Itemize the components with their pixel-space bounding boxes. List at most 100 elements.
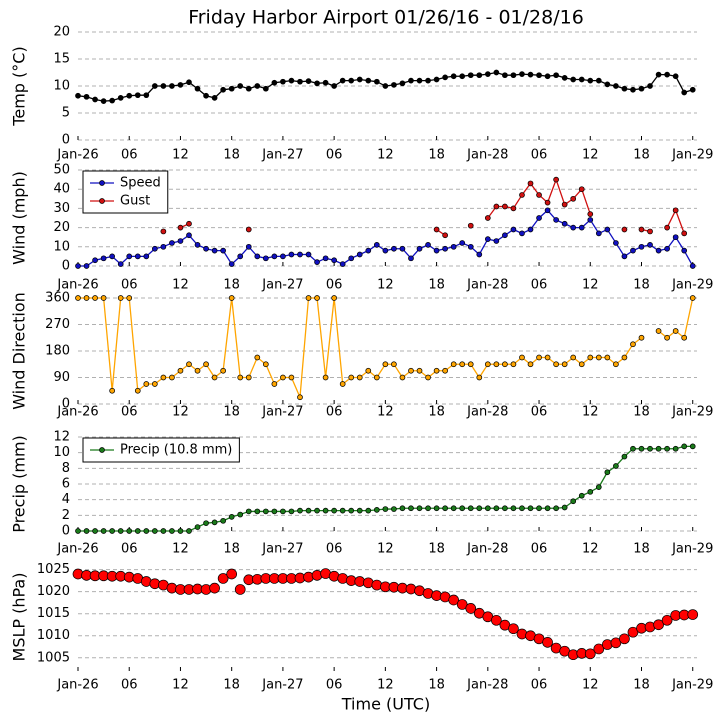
data-point xyxy=(160,228,167,235)
data-point xyxy=(331,295,337,301)
data-point xyxy=(544,505,551,512)
data-point xyxy=(630,247,636,254)
data-point xyxy=(493,238,500,244)
data-point xyxy=(459,240,466,246)
data-point xyxy=(450,243,457,250)
x-tick-label: 12 xyxy=(582,148,599,163)
data-point xyxy=(425,374,431,381)
data-point xyxy=(92,295,98,301)
data-point xyxy=(433,247,440,254)
data-point xyxy=(100,98,107,104)
data-point xyxy=(613,83,619,89)
data-point xyxy=(365,247,372,254)
data-point xyxy=(169,528,175,534)
x-tick-label: 18 xyxy=(223,542,240,557)
data-point xyxy=(228,295,235,301)
data-point xyxy=(613,361,619,368)
x-tick-label: 12 xyxy=(377,678,394,693)
y-tick-label: 10 xyxy=(53,445,70,460)
data-point xyxy=(681,443,688,450)
legend-marker xyxy=(99,180,105,186)
data-point xyxy=(553,176,559,183)
data-point xyxy=(527,505,534,512)
data-point xyxy=(322,507,329,514)
data-point xyxy=(160,528,167,534)
y-tick-label: 20 xyxy=(53,25,70,40)
data-point xyxy=(288,77,295,84)
data-point xyxy=(661,614,673,626)
data-point xyxy=(604,226,611,233)
data-point xyxy=(467,505,474,512)
y-axis-label: Wind (mph) xyxy=(10,171,29,265)
y-tick-label: 6 xyxy=(62,477,70,492)
data-point xyxy=(220,247,226,254)
data-point xyxy=(570,224,577,231)
data-point xyxy=(194,524,201,530)
y-axis-label: Precip (mm) xyxy=(10,435,29,533)
x-tick-label: 12 xyxy=(377,278,394,293)
data-point xyxy=(527,226,534,233)
data-point xyxy=(75,528,81,534)
x-tick-label: 18 xyxy=(223,278,240,293)
x-tick-label: Jan-27 xyxy=(261,405,303,420)
data-point xyxy=(544,73,551,80)
data-point xyxy=(177,224,184,231)
data-point xyxy=(220,367,226,374)
data-point xyxy=(186,232,192,239)
data-point xyxy=(653,619,664,631)
data-point xyxy=(203,245,209,252)
data-point xyxy=(416,77,423,84)
data-point xyxy=(425,242,431,248)
data-point xyxy=(493,505,500,512)
data-point xyxy=(442,245,448,252)
data-point xyxy=(237,374,244,381)
data-point xyxy=(83,263,90,269)
data-point xyxy=(408,255,414,262)
data-point xyxy=(356,76,363,83)
data-point xyxy=(493,69,500,76)
y-tick-label: 90 xyxy=(53,370,70,385)
data-point xyxy=(484,71,491,77)
data-point xyxy=(305,78,312,84)
data-point xyxy=(527,71,534,78)
data-point xyxy=(681,334,688,341)
data-point xyxy=(491,614,502,626)
x-tick-label: 06 xyxy=(326,542,343,557)
data-point xyxy=(519,192,525,198)
x-tick-label: 06 xyxy=(121,278,138,293)
data-point xyxy=(382,506,389,512)
data-point xyxy=(672,234,679,241)
data-point xyxy=(211,95,218,101)
data-point xyxy=(578,361,585,368)
data-point xyxy=(117,295,124,301)
data-point xyxy=(527,361,534,368)
data-point xyxy=(465,603,477,614)
x-tick-label: 18 xyxy=(428,278,445,293)
y-tick-label: 4 xyxy=(62,492,70,507)
data-point xyxy=(75,295,81,301)
data-point xyxy=(305,295,312,301)
data-point xyxy=(621,354,628,361)
data-point xyxy=(217,573,229,584)
data-point xyxy=(672,328,679,334)
x-tick-label: 06 xyxy=(531,542,548,557)
data-point xyxy=(151,245,158,252)
x-tick-label: Jan-26 xyxy=(56,542,98,557)
data-point xyxy=(134,92,141,99)
data-point xyxy=(226,568,238,580)
x-axis-label: Time (UTC) xyxy=(341,695,430,714)
data-point xyxy=(604,81,611,88)
data-point xyxy=(203,361,209,368)
data-point xyxy=(280,508,286,515)
x-tick-label: 18 xyxy=(633,148,650,163)
data-point xyxy=(493,203,500,210)
x-tick-label: 06 xyxy=(531,278,548,293)
series-line xyxy=(78,209,694,267)
data-point xyxy=(630,341,636,348)
data-point xyxy=(578,492,585,499)
data-point xyxy=(271,508,278,515)
data-point xyxy=(570,354,577,361)
data-point xyxy=(117,528,124,534)
data-point xyxy=(638,226,645,233)
data-point xyxy=(433,505,440,512)
